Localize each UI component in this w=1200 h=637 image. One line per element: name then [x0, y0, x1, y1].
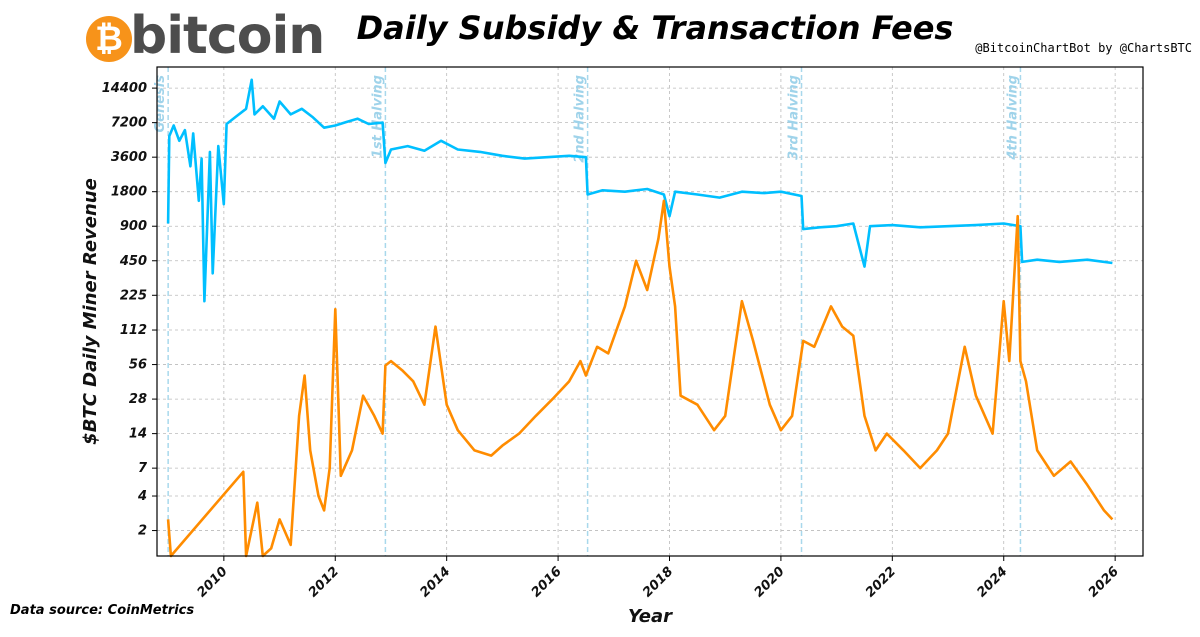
y-tick-label: 2: [138, 524, 147, 539]
x-tick-label: 2024: [974, 564, 1010, 600]
y-axis-label: $BTC Daily Miner Revenue: [80, 178, 101, 445]
x-tick-label: 2026: [1086, 564, 1122, 600]
chart-credit: @BitcoinChartBot by @ChartsBTC: [975, 41, 1192, 55]
y-tick-label: 7: [138, 461, 148, 476]
event-label: 2nd Halving: [573, 75, 588, 163]
y-tick-label: 4: [137, 489, 147, 504]
x-tick-label: 2014: [417, 564, 453, 600]
event-label: 4th Halving: [1005, 75, 1020, 161]
event-label: 1st Halving: [370, 75, 385, 158]
chart-title: Daily Subsidy & Transaction Fees: [356, 9, 954, 47]
bitcoin-coin-icon: ₿: [86, 16, 132, 62]
event-label: Genesis: [153, 75, 168, 133]
x-tick-label: 2010: [194, 564, 230, 600]
x-tick-label: 2018: [640, 564, 676, 600]
y-tick-label: 3600: [111, 150, 147, 165]
data-source: Data source: CoinMetrics: [10, 603, 195, 618]
y-tick-label: 14400: [102, 81, 147, 96]
y-tick-label: 1800: [111, 185, 147, 200]
x-tick-label: 2022: [863, 564, 899, 600]
x-tick-label: 2020: [752, 564, 788, 600]
fees-series-line: [166, 199, 1114, 558]
y-tick-label: 14: [129, 427, 147, 442]
y-tick-label: 56: [129, 358, 147, 373]
x-tick-label: 2012: [306, 564, 342, 600]
subsidy-series-line: [166, 78, 1113, 303]
y-tick-label: 7200: [111, 116, 147, 131]
x-axis-label: Year: [628, 606, 673, 627]
y-tick-label: 28: [129, 392, 147, 407]
bitcoin-logo: ₿ bitcoin: [86, 6, 325, 68]
y-tick-label: 900: [120, 219, 147, 234]
y-tick-label: 450: [119, 254, 147, 269]
grid-lines: [157, 67, 1143, 556]
y-tick-label: 225: [120, 288, 147, 303]
y-tick-label: 112: [120, 323, 147, 338]
bitcoin-wordmark: bitcoin: [130, 6, 325, 66]
event-label: 3rd Halving: [787, 75, 802, 160]
plot-frame: [156, 66, 1144, 557]
x-tick-label: 2016: [529, 564, 565, 600]
